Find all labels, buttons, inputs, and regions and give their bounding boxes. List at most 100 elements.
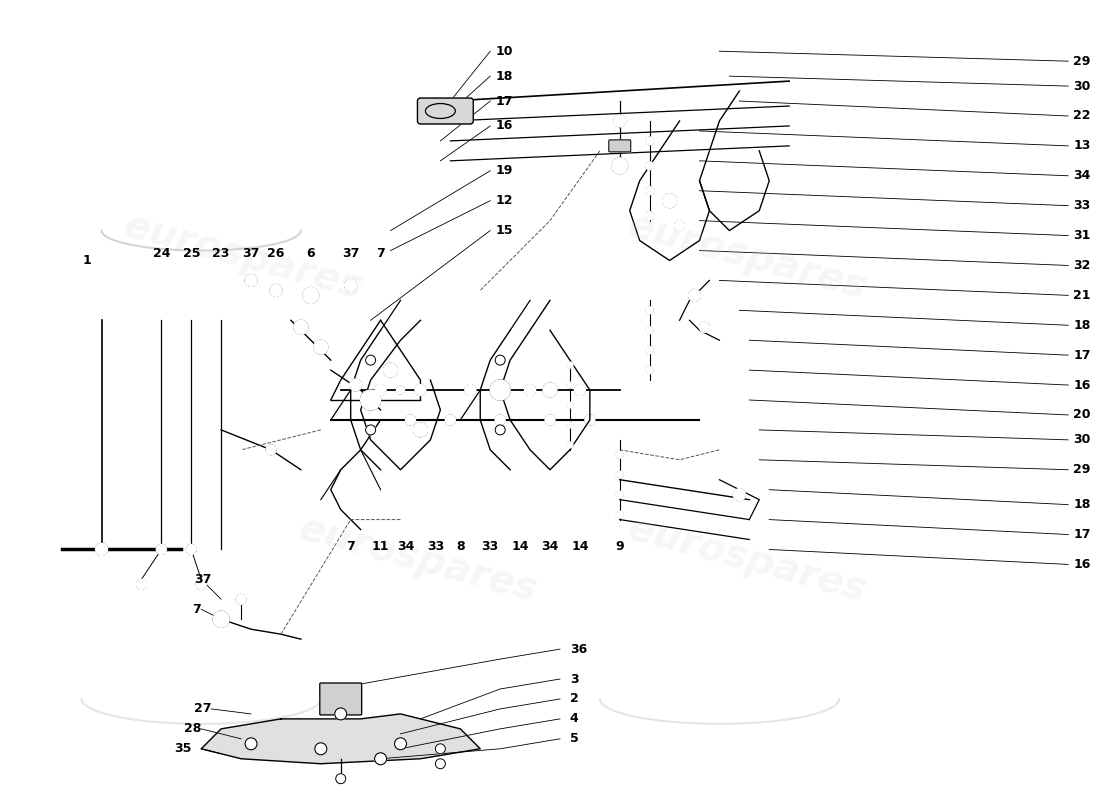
Circle shape bbox=[495, 355, 505, 365]
Circle shape bbox=[361, 390, 381, 410]
Circle shape bbox=[375, 385, 386, 395]
Circle shape bbox=[566, 422, 573, 428]
Text: 27: 27 bbox=[194, 702, 211, 715]
Circle shape bbox=[689, 290, 701, 302]
Circle shape bbox=[315, 743, 327, 754]
Circle shape bbox=[616, 511, 624, 518]
Text: eurospares: eurospares bbox=[624, 510, 871, 610]
Text: 37: 37 bbox=[242, 247, 260, 261]
Circle shape bbox=[415, 385, 426, 395]
Text: 11: 11 bbox=[372, 539, 389, 553]
Text: 16: 16 bbox=[495, 119, 513, 133]
Text: 13: 13 bbox=[1074, 139, 1090, 152]
Circle shape bbox=[646, 162, 653, 170]
Circle shape bbox=[334, 708, 346, 720]
Circle shape bbox=[213, 611, 229, 627]
Polygon shape bbox=[201, 714, 481, 764]
Circle shape bbox=[375, 753, 386, 765]
Text: 17: 17 bbox=[1074, 528, 1091, 541]
FancyBboxPatch shape bbox=[320, 683, 362, 715]
Circle shape bbox=[491, 380, 510, 400]
Circle shape bbox=[566, 382, 573, 388]
Circle shape bbox=[544, 415, 556, 425]
Text: eurospares: eurospares bbox=[295, 510, 542, 610]
Text: 26: 26 bbox=[267, 247, 285, 261]
Circle shape bbox=[543, 383, 557, 397]
Text: 34: 34 bbox=[397, 539, 415, 553]
Circle shape bbox=[136, 579, 146, 590]
Text: 16: 16 bbox=[1074, 558, 1090, 571]
Circle shape bbox=[406, 415, 416, 425]
Circle shape bbox=[734, 489, 746, 501]
Text: 25: 25 bbox=[183, 247, 200, 261]
Circle shape bbox=[344, 279, 356, 291]
Text: 36: 36 bbox=[570, 642, 587, 656]
Circle shape bbox=[436, 744, 446, 754]
Text: 16: 16 bbox=[1074, 378, 1090, 391]
Ellipse shape bbox=[426, 103, 455, 118]
Circle shape bbox=[646, 212, 653, 220]
Text: 32: 32 bbox=[1074, 259, 1090, 272]
Circle shape bbox=[436, 758, 446, 769]
Circle shape bbox=[585, 415, 595, 425]
FancyBboxPatch shape bbox=[418, 98, 473, 124]
Circle shape bbox=[616, 491, 624, 498]
Text: 30: 30 bbox=[1074, 79, 1090, 93]
Text: 29: 29 bbox=[1074, 54, 1090, 68]
Circle shape bbox=[700, 322, 710, 332]
Circle shape bbox=[646, 186, 653, 194]
Circle shape bbox=[365, 355, 375, 365]
Text: eurospares: eurospares bbox=[624, 206, 871, 306]
Text: 14: 14 bbox=[571, 539, 588, 553]
Circle shape bbox=[314, 340, 328, 354]
Text: 7: 7 bbox=[376, 247, 385, 261]
Circle shape bbox=[616, 451, 624, 458]
Text: 33: 33 bbox=[1074, 199, 1090, 212]
Circle shape bbox=[495, 415, 505, 425]
Circle shape bbox=[414, 423, 428, 437]
Text: 33: 33 bbox=[482, 539, 498, 553]
Circle shape bbox=[646, 307, 653, 314]
Text: 29: 29 bbox=[1074, 463, 1090, 476]
Circle shape bbox=[375, 385, 386, 395]
Text: 20: 20 bbox=[1074, 409, 1091, 422]
Text: 18: 18 bbox=[495, 70, 513, 82]
Circle shape bbox=[236, 594, 246, 604]
Circle shape bbox=[495, 425, 505, 435]
Text: 14: 14 bbox=[512, 539, 529, 553]
Text: 30: 30 bbox=[1074, 434, 1090, 446]
Circle shape bbox=[365, 425, 375, 435]
Text: 18: 18 bbox=[1074, 318, 1090, 332]
Text: 8: 8 bbox=[456, 539, 464, 553]
FancyBboxPatch shape bbox=[608, 140, 630, 152]
Text: 35: 35 bbox=[174, 742, 191, 755]
Text: 17: 17 bbox=[1074, 349, 1091, 362]
Circle shape bbox=[612, 158, 628, 174]
Circle shape bbox=[525, 385, 536, 395]
Circle shape bbox=[396, 386, 405, 394]
Text: 28: 28 bbox=[184, 722, 201, 735]
Text: 7: 7 bbox=[346, 539, 355, 553]
Circle shape bbox=[186, 545, 196, 554]
Circle shape bbox=[245, 738, 257, 750]
Circle shape bbox=[336, 774, 345, 784]
Text: 1: 1 bbox=[82, 254, 91, 267]
Circle shape bbox=[566, 402, 573, 408]
Circle shape bbox=[156, 545, 166, 554]
Text: 4: 4 bbox=[570, 712, 579, 726]
Text: 3: 3 bbox=[570, 673, 579, 686]
Circle shape bbox=[646, 346, 653, 354]
Circle shape bbox=[96, 543, 108, 555]
Circle shape bbox=[646, 366, 653, 374]
Circle shape bbox=[574, 385, 585, 395]
Text: 19: 19 bbox=[495, 164, 513, 178]
Text: 37: 37 bbox=[194, 573, 211, 586]
Text: 34: 34 bbox=[541, 539, 559, 553]
Text: 2: 2 bbox=[570, 693, 579, 706]
Circle shape bbox=[674, 221, 684, 230]
Text: 18: 18 bbox=[1074, 498, 1090, 511]
Circle shape bbox=[662, 194, 676, 208]
Circle shape bbox=[245, 274, 257, 286]
Text: 24: 24 bbox=[153, 247, 170, 261]
Circle shape bbox=[384, 363, 397, 377]
